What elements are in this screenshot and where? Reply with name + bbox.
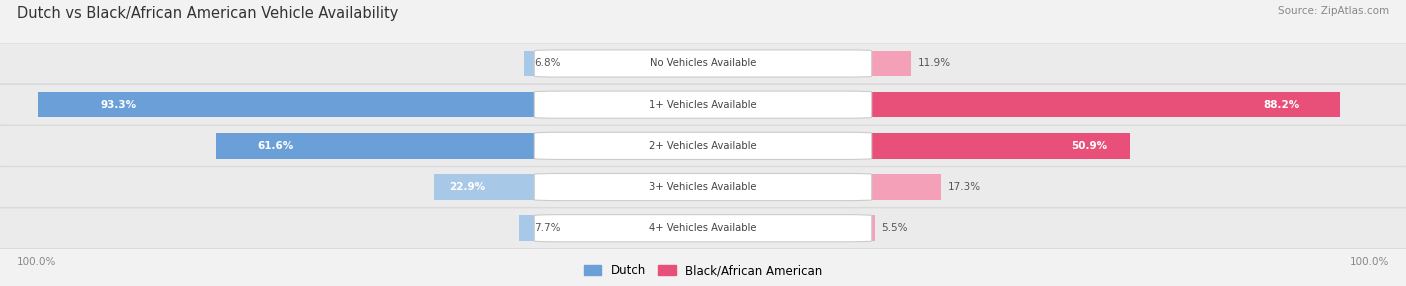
Bar bbox=[844, 133, 1130, 159]
Text: 2+ Vehicles Available: 2+ Vehicles Available bbox=[650, 141, 756, 151]
Text: 3+ Vehicles Available: 3+ Vehicles Available bbox=[650, 182, 756, 192]
Text: 11.9%: 11.9% bbox=[918, 59, 950, 68]
Bar bbox=[844, 215, 875, 241]
Legend: Dutch, Black/African American: Dutch, Black/African American bbox=[583, 264, 823, 277]
Text: 100.0%: 100.0% bbox=[1350, 257, 1389, 267]
Bar bbox=[844, 174, 941, 200]
FancyBboxPatch shape bbox=[0, 208, 1406, 249]
FancyBboxPatch shape bbox=[534, 50, 872, 77]
Bar bbox=[524, 51, 562, 76]
Text: Source: ZipAtlas.com: Source: ZipAtlas.com bbox=[1278, 6, 1389, 16]
FancyBboxPatch shape bbox=[0, 126, 1406, 166]
Text: 100.0%: 100.0% bbox=[17, 257, 56, 267]
Text: No Vehicles Available: No Vehicles Available bbox=[650, 59, 756, 68]
Text: 1+ Vehicles Available: 1+ Vehicles Available bbox=[650, 100, 756, 110]
Bar bbox=[844, 92, 1340, 118]
Text: 61.6%: 61.6% bbox=[257, 141, 294, 151]
FancyBboxPatch shape bbox=[534, 214, 872, 242]
FancyBboxPatch shape bbox=[0, 84, 1406, 125]
Bar bbox=[38, 92, 562, 118]
Bar bbox=[433, 174, 562, 200]
Text: 88.2%: 88.2% bbox=[1264, 100, 1301, 110]
Bar bbox=[217, 133, 562, 159]
Text: Dutch vs Black/African American Vehicle Availability: Dutch vs Black/African American Vehicle … bbox=[17, 6, 398, 21]
Text: 50.9%: 50.9% bbox=[1071, 141, 1107, 151]
Text: 5.5%: 5.5% bbox=[882, 223, 908, 233]
Text: 6.8%: 6.8% bbox=[534, 59, 561, 68]
Text: 4+ Vehicles Available: 4+ Vehicles Available bbox=[650, 223, 756, 233]
FancyBboxPatch shape bbox=[534, 132, 872, 160]
FancyBboxPatch shape bbox=[534, 91, 872, 118]
Text: 93.3%: 93.3% bbox=[101, 100, 136, 110]
FancyBboxPatch shape bbox=[0, 43, 1406, 84]
Bar bbox=[844, 51, 911, 76]
Text: 7.7%: 7.7% bbox=[534, 223, 560, 233]
FancyBboxPatch shape bbox=[534, 173, 872, 201]
Bar bbox=[519, 215, 562, 241]
Text: 17.3%: 17.3% bbox=[948, 182, 981, 192]
FancyBboxPatch shape bbox=[0, 167, 1406, 207]
Text: 22.9%: 22.9% bbox=[449, 182, 485, 192]
